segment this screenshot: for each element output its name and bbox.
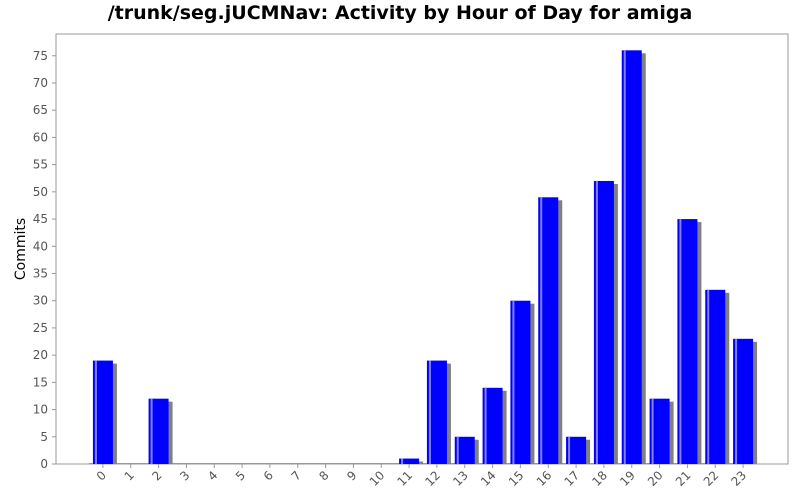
bar-highlight xyxy=(401,458,404,464)
bar xyxy=(733,338,754,464)
bar-highlight xyxy=(568,436,571,464)
x-tick-label: 3 xyxy=(177,468,192,483)
bar-highlight xyxy=(540,197,543,464)
x-tick-label: 15 xyxy=(506,468,527,489)
x-tick-label: 12 xyxy=(422,468,443,489)
y-tick-label: 60 xyxy=(33,130,48,144)
bar xyxy=(482,387,503,464)
x-axis: 0 1 2 3 4 5 6 7 8 9 10 11 12 13 14 15 16 17 18 19 20 21 22 23 xyxy=(89,463,757,489)
y-tick-label: 50 xyxy=(33,185,48,199)
x-tick-label: 23 xyxy=(728,468,749,489)
x-tick-label: 18 xyxy=(589,468,610,489)
bar-highlight xyxy=(623,50,626,465)
bar xyxy=(92,360,113,464)
bar xyxy=(677,219,698,464)
bar-highlight xyxy=(735,338,738,464)
y-axis: 0 5 10 15 20 25 30 35 40 45 50 55 60 65 70 75 xyxy=(33,49,56,471)
x-tick-label: 5 xyxy=(233,468,248,483)
bars-group xyxy=(92,50,758,465)
x-tick-label: 2 xyxy=(149,468,164,483)
bar xyxy=(510,300,531,464)
bar xyxy=(649,398,670,464)
bar xyxy=(426,360,447,464)
plot-area xyxy=(55,33,789,465)
y-tick-label: 20 xyxy=(33,348,48,362)
x-tick-label: 19 xyxy=(617,468,638,489)
bar-highlight xyxy=(484,387,487,464)
y-tick-label: 10 xyxy=(33,403,48,417)
bar-highlight xyxy=(456,436,459,464)
y-tick-label: 40 xyxy=(33,239,48,253)
bar-highlight xyxy=(707,289,710,464)
y-tick-label: 15 xyxy=(33,375,48,389)
y-tick-label: 35 xyxy=(33,266,48,280)
x-tick-label: 6 xyxy=(261,468,276,483)
x-tick-label: 17 xyxy=(561,468,582,489)
x-tick-label: 8 xyxy=(316,468,331,483)
bar-highlight xyxy=(428,360,431,464)
y-tick-label: 25 xyxy=(33,321,48,335)
bar-highlight xyxy=(150,398,153,464)
x-tick-label: 4 xyxy=(205,468,220,483)
bar-highlight xyxy=(679,219,682,464)
x-tick-label: 11 xyxy=(394,468,415,489)
x-tick-label: 16 xyxy=(534,468,555,489)
x-tick-label: 9 xyxy=(344,468,359,483)
bar xyxy=(593,180,614,464)
bar xyxy=(538,197,559,464)
x-tick-label: 20 xyxy=(645,468,666,489)
bar-highlight xyxy=(94,360,97,464)
y-axis-label: Commits xyxy=(13,218,29,280)
y-tick-label: 55 xyxy=(33,158,48,172)
bar-highlight xyxy=(651,398,654,464)
x-tick-label: 10 xyxy=(367,468,388,489)
x-tick-label: 14 xyxy=(478,468,499,489)
bar-highlight xyxy=(595,180,598,464)
x-tick-label: 13 xyxy=(450,468,471,489)
bar xyxy=(454,436,475,464)
y-tick-label: 5 xyxy=(40,430,48,444)
bar xyxy=(621,50,642,465)
y-tick-label: 75 xyxy=(33,49,48,63)
bar-highlight xyxy=(512,300,515,464)
y-tick-label: 70 xyxy=(33,76,48,90)
y-tick-label: 65 xyxy=(33,103,48,117)
x-tick-label: 7 xyxy=(289,468,304,483)
bar xyxy=(566,436,587,464)
x-tick-label: 0 xyxy=(94,468,109,483)
y-tick-label: 0 xyxy=(40,457,48,471)
bar xyxy=(148,398,169,464)
chart-title: /trunk/seg.jUCMNav: Activity by Hour of … xyxy=(107,2,693,24)
y-tick-label: 45 xyxy=(33,212,48,226)
bar xyxy=(399,458,420,464)
x-tick-label: 21 xyxy=(673,468,694,489)
x-tick-label: 22 xyxy=(701,468,722,489)
x-tick-label: 1 xyxy=(122,468,137,483)
y-tick-label: 30 xyxy=(33,294,48,308)
bar xyxy=(705,289,726,464)
